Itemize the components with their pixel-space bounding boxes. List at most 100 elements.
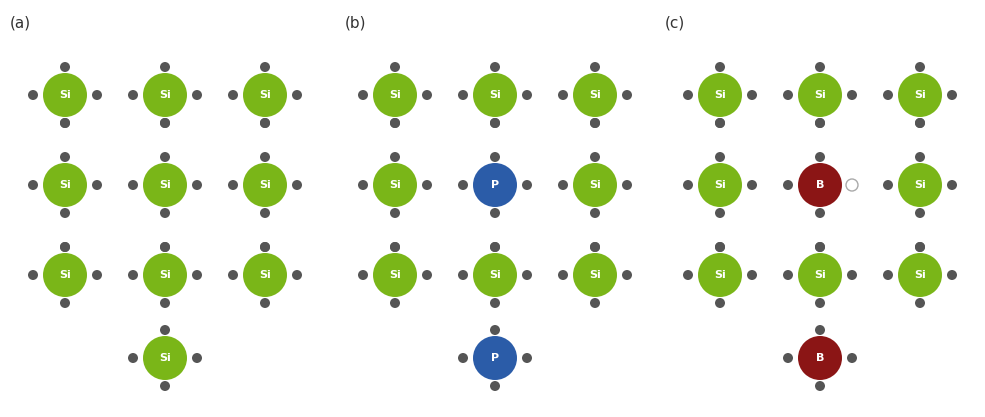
Circle shape <box>422 270 432 280</box>
Circle shape <box>815 152 825 162</box>
Text: P: P <box>491 353 499 363</box>
Text: Si: Si <box>160 353 170 363</box>
Circle shape <box>192 353 202 363</box>
Text: Si: Si <box>714 270 726 280</box>
Circle shape <box>947 180 957 190</box>
Circle shape <box>490 118 500 128</box>
Circle shape <box>292 270 302 280</box>
Circle shape <box>915 62 925 72</box>
Circle shape <box>128 353 138 363</box>
Circle shape <box>260 242 270 252</box>
Circle shape <box>28 90 38 100</box>
Circle shape <box>60 298 70 308</box>
Circle shape <box>92 180 102 190</box>
Text: Si: Si <box>714 90 726 100</box>
Circle shape <box>522 353 532 363</box>
Text: (c): (c) <box>665 15 686 30</box>
Circle shape <box>590 118 600 128</box>
Circle shape <box>243 73 287 117</box>
Circle shape <box>798 253 842 297</box>
Circle shape <box>243 253 287 297</box>
Circle shape <box>60 242 70 252</box>
Circle shape <box>590 118 600 128</box>
Circle shape <box>573 163 617 207</box>
Circle shape <box>815 381 825 391</box>
Circle shape <box>590 298 600 308</box>
Circle shape <box>473 163 517 207</box>
Circle shape <box>28 270 38 280</box>
Circle shape <box>260 118 270 128</box>
Circle shape <box>698 253 742 297</box>
Circle shape <box>390 298 400 308</box>
Circle shape <box>715 242 725 252</box>
Circle shape <box>683 90 693 100</box>
Circle shape <box>458 353 468 363</box>
Circle shape <box>622 90 632 100</box>
Circle shape <box>715 118 725 128</box>
Circle shape <box>60 118 70 128</box>
Circle shape <box>128 180 138 190</box>
Circle shape <box>260 118 270 128</box>
Circle shape <box>698 163 742 207</box>
Text: Si: Si <box>59 270 71 280</box>
Text: Si: Si <box>389 180 401 190</box>
Text: Si: Si <box>59 180 71 190</box>
Text: Si: Si <box>59 90 71 100</box>
Circle shape <box>590 208 600 218</box>
Circle shape <box>798 163 842 207</box>
Circle shape <box>473 73 517 117</box>
Text: Si: Si <box>259 180 271 190</box>
Text: Si: Si <box>914 180 926 190</box>
Circle shape <box>847 353 857 363</box>
Circle shape <box>715 208 725 218</box>
Circle shape <box>143 253 187 297</box>
Circle shape <box>260 152 270 162</box>
Circle shape <box>698 73 742 117</box>
Circle shape <box>798 336 842 380</box>
Circle shape <box>160 242 170 252</box>
Circle shape <box>260 208 270 218</box>
Circle shape <box>160 298 170 308</box>
Circle shape <box>192 180 202 190</box>
Circle shape <box>883 90 893 100</box>
Circle shape <box>358 180 368 190</box>
Circle shape <box>883 180 893 190</box>
Circle shape <box>747 270 757 280</box>
Circle shape <box>847 180 857 190</box>
Circle shape <box>798 73 842 117</box>
Circle shape <box>622 180 632 190</box>
Circle shape <box>490 381 500 391</box>
Circle shape <box>60 152 70 162</box>
Circle shape <box>228 90 238 100</box>
Circle shape <box>390 208 400 218</box>
Circle shape <box>558 90 568 100</box>
Circle shape <box>60 62 70 72</box>
Text: Si: Si <box>490 270 501 280</box>
Circle shape <box>373 163 417 207</box>
Circle shape <box>815 242 825 252</box>
Circle shape <box>390 242 400 252</box>
Circle shape <box>815 298 825 308</box>
Circle shape <box>846 179 858 191</box>
Circle shape <box>143 73 187 117</box>
Circle shape <box>590 62 600 72</box>
Text: Si: Si <box>589 90 601 100</box>
Circle shape <box>490 118 500 128</box>
Circle shape <box>160 325 170 335</box>
Circle shape <box>490 242 500 252</box>
Text: Si: Si <box>160 270 170 280</box>
Circle shape <box>747 90 757 100</box>
Circle shape <box>815 118 825 128</box>
Circle shape <box>260 242 270 252</box>
Circle shape <box>915 298 925 308</box>
Circle shape <box>228 270 238 280</box>
Circle shape <box>490 62 500 72</box>
Circle shape <box>815 118 825 128</box>
Text: B: B <box>816 180 824 190</box>
Text: Si: Si <box>389 270 401 280</box>
Text: Si: Si <box>589 270 601 280</box>
Circle shape <box>43 73 87 117</box>
Text: Si: Si <box>815 270 825 280</box>
Circle shape <box>358 90 368 100</box>
Circle shape <box>558 270 568 280</box>
